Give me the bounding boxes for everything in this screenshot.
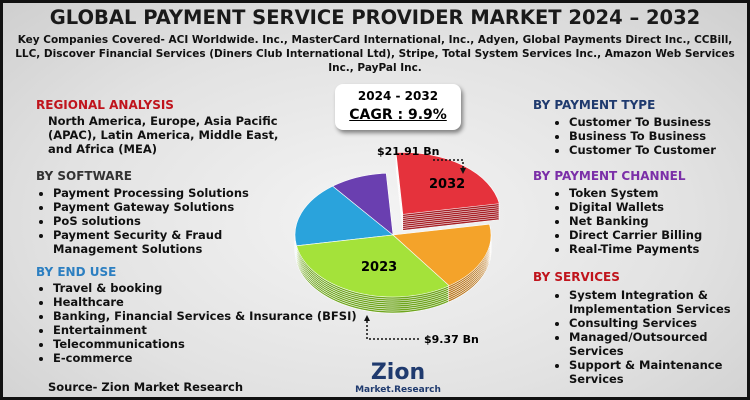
logo-name: Zion [371,360,425,385]
arrow [433,159,464,173]
pie-slice [332,172,394,236]
list-item: Payment Security & Fraud Management Solu… [53,228,283,256]
list: Payment Processing SolutionsPayment Gate… [23,186,283,256]
list-item: Payment Gateway Solutions [53,200,283,214]
arrow [366,319,419,340]
pie-label: 2023 [361,260,397,275]
section-title: BY PAYMENT CHANNEL [533,169,686,183]
list-item: Payment Processing Solutions [53,186,283,200]
section-title: BY SOFTWARE [36,169,133,183]
list-item: System Integration & Implementation Serv… [569,288,744,316]
region-text: North America, Europe, Asia Pacific (APA… [48,114,279,156]
list-item: Token System [569,186,739,200]
title: GLOBAL PAYMENT SERVICE PROVIDER MARKET 2… [49,6,701,29]
logo-tagline: Market.Research [355,385,441,395]
value-label: $9.37 Bn [424,333,479,346]
source: Source- Zion Market Research [48,380,244,394]
pie-graphic: 2032 2023 $21.91 Bn $9.37 Bn Zion Market… [294,145,500,395]
list-item: Customer To Business [569,115,739,129]
list-item: Direct Carrier Billing [569,228,739,242]
list: Travel & bookingHealthcareBanking, Finan… [23,281,363,365]
list: Token SystemDigital WalletsNet BankingDi… [539,186,739,256]
list-item: Business To Business [569,129,739,143]
list-item: Banking, Financial Services & Insurance … [53,309,363,323]
list-item: Customer To Customer [569,143,739,157]
list-item: Healthcare [53,295,363,309]
value-label: $21.91 Bn [377,145,440,158]
arrow-head [460,168,466,174]
section-title: BY SERVICES [533,270,620,284]
list-item: Digital Wallets [569,200,739,214]
arrow-head [364,315,370,321]
pie-slice [392,223,492,287]
section-title: BY PAYMENT TYPE [533,98,656,112]
list: Customer To BusinessBusiness To Business… [539,115,739,157]
section-title: BY END USE [36,265,117,279]
list: System Integration & Implementation Serv… [539,288,744,386]
list-item: E-commerce [53,351,363,365]
list-item: Managed/Outsourced Services [569,330,744,358]
list-item: Net Banking [569,214,739,228]
list-item: Entertainment [53,323,363,337]
subtitle: Key Companies Covered- ACI Worldwide. In… [15,34,735,74]
section-title: REGIONAL ANALYSIS [36,98,174,112]
pie [294,152,500,314]
list-item: PoS solutions [53,214,283,228]
list-item: Consulting Services [569,316,744,330]
pie-label: 2032 [429,177,465,192]
pie-slice [395,152,500,215]
list-item: Real-Time Payments [569,242,739,256]
pie-slice [296,234,450,298]
cagr-value: CAGR : 9.9% [349,107,447,123]
cagr-period: 2024 - 2032 [357,89,439,103]
list-item: Travel & booking [53,281,363,295]
list-item: Support & Maintenance Services [569,358,744,386]
cagr-box: 2024 - 2032 CAGR : 9.9% [335,84,461,130]
list-item: Telecommunications [53,337,363,351]
pie-slice [294,185,394,247]
